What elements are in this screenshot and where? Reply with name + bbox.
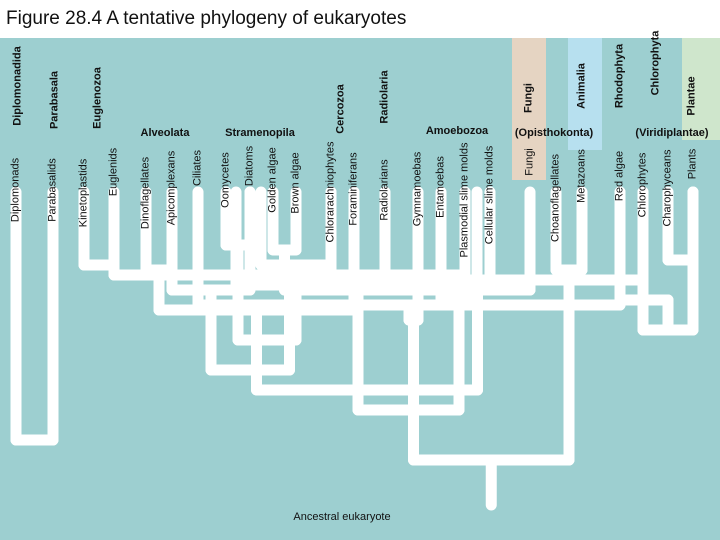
clade-label-radiolarians: Radiolarians (378, 159, 391, 221)
clade-label-choanoflagellates: Choanoflagellates (549, 153, 562, 243)
group-label-chlorophyta: Chlorophyta (649, 30, 662, 96)
plantae-band (682, 38, 720, 140)
group-label-radiolaria: Radiolaria (378, 70, 391, 124)
supergroup-label-stramenopila: Stramenopila (225, 127, 295, 139)
clade-label-brown-algae: Brown algae (289, 152, 302, 214)
group-label-fungi: Fungi (522, 83, 535, 113)
clade-label-diplomonads: Diplomonads (9, 157, 22, 223)
group-label-plantae: Plantae (685, 76, 698, 116)
clade-label-chlorophytes: Chlorophytes (636, 152, 649, 218)
figure-title: Figure 28.4 A tentative phylogeny of euk… (6, 8, 407, 29)
clade-label-golden-algae: Golden algae (266, 147, 279, 213)
animalia-band (568, 38, 602, 150)
clade-label-apicomplexans: Apicomplexans (165, 150, 178, 226)
clade-label-plants: Plants (686, 148, 699, 180)
group-label-parabasala: Parabasala (48, 70, 61, 130)
clade-label-cellular-slime-molds: Cellular slime molds (483, 145, 496, 245)
clade-label-diatoms: Diatoms (243, 145, 256, 187)
clade-label-red-algae: Red algae (613, 150, 626, 202)
group-label-cercozoa: Cercozoa (334, 84, 347, 134)
clade-label-parabasalids: Parabasalids (46, 158, 59, 222)
clade-label-metazoans: Metazoans (575, 149, 588, 203)
fungi-band (512, 38, 546, 180)
clade-label-plasmodial-slime-molds: Plasmodial slime molds (458, 142, 471, 258)
group-label-rhodophyta: Rhodophyta (613, 43, 626, 109)
clade-label-euglenids: Euglenids (107, 147, 120, 197)
clade-label-dinoflagellates: Dinoflagellates (139, 156, 152, 230)
clade-label-gymnamoebas: Gymnamoebas (411, 151, 424, 227)
title-bar (0, 0, 720, 38)
root-label: Ancestral eukaryote (293, 511, 391, 523)
clade-label-foraminiferans: Foraminiferans (347, 152, 360, 226)
clade-label-oomycetes: Oomycetes (219, 152, 232, 208)
supergroup-label-opisthokonta: (Opisthokonta) (514, 127, 594, 139)
group-label-euglenozoa: Euglenozoa (91, 67, 104, 129)
clade-label-ciliates: Ciliates (191, 149, 204, 187)
clade-label-charophyceans: Charophyceans (661, 149, 674, 227)
clade-label-entamoebas: Entamoebas (434, 156, 447, 218)
clade-label-fungi: Fungi (523, 148, 536, 176)
group-label-diplomonadida: Diplomonadida (11, 46, 24, 126)
supergroup-label-viridiplantae: (Viridiplantae) (635, 127, 709, 139)
clade-label-kinetoplastids: Kinetoplastids (77, 158, 90, 228)
supergroup-label-amoebozoa: Amoebozoa (425, 125, 489, 137)
supergroup-label-alveolata: Alveolata (140, 127, 190, 139)
clade-label-chlorarachniophytes: Chlorarachniophytes (324, 141, 337, 243)
group-label-animalia: Animalia (575, 63, 588, 109)
